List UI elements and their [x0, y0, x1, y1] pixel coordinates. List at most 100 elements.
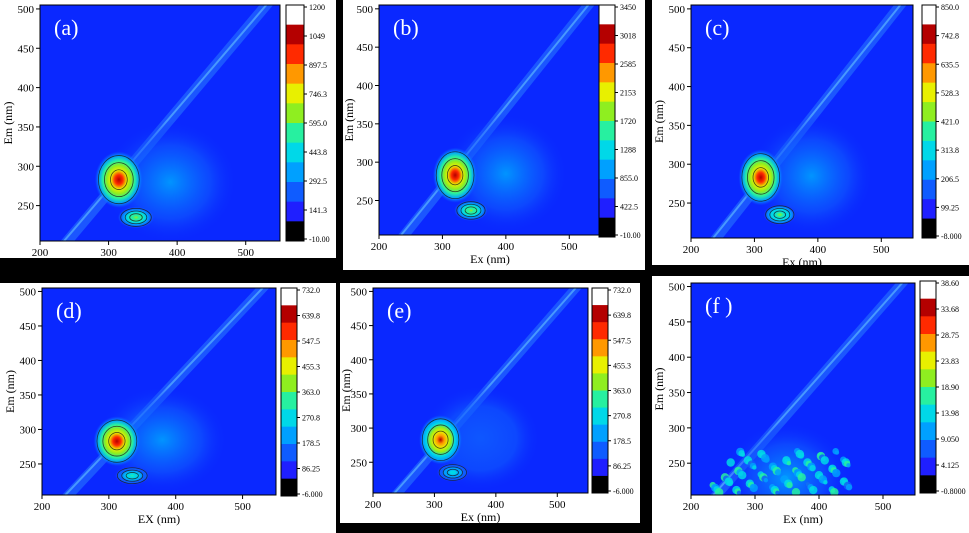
y-tick-label: 250: [20, 459, 37, 471]
y-tick-label: 250: [18, 201, 35, 213]
fluorescence-peak: [763, 204, 797, 226]
colorbar-segment: [922, 218, 936, 239]
noise-point: [763, 477, 769, 483]
colorbar-tick-label: 2585: [620, 60, 636, 69]
fluorescence-peak: [93, 416, 141, 467]
colorbar-segment: [920, 457, 936, 476]
colorbar-segment: [281, 426, 297, 445]
colorbar-segment: [920, 387, 936, 406]
noise-point: [797, 452, 805, 459]
colorbar-segment: [920, 351, 936, 370]
colorbar-segment: [281, 392, 297, 410]
colorbar-tick-label: 1720: [620, 117, 636, 126]
colorbar-segment: [281, 374, 297, 393]
colorbar-tick-label: 292.5: [309, 177, 327, 186]
x-axis-label: EX (nm): [138, 512, 180, 526]
y-tick-label: 300: [351, 423, 368, 435]
colorbar-tick-label: 1049: [309, 32, 325, 41]
colorbar-tick-label: -6.000: [613, 487, 634, 496]
colorbar-tick-label: 270.8: [613, 412, 631, 421]
noise-point: [834, 450, 840, 455]
colorbar-segment: [922, 121, 936, 142]
x-tick-label: 400: [169, 247, 186, 258]
colorbar-segment: [599, 198, 615, 219]
x-tick-label: 500: [873, 244, 890, 256]
colorbar-segment: [599, 159, 615, 180]
colorbar-segment: [281, 288, 297, 306]
colorbar-tick-label: 99.25: [941, 203, 959, 212]
noise-point: [763, 456, 770, 463]
colorbar-segment: [286, 162, 304, 183]
colorbar-tick-label: -10.00: [309, 235, 330, 244]
fluorescence-peak: [454, 200, 488, 221]
panel-label: (f ): [705, 293, 732, 318]
x-tick-label: 200: [683, 501, 700, 513]
y-tick-label: 450: [18, 43, 35, 55]
colorbar-segment: [286, 64, 304, 85]
colorbar-tick-label: 443.8: [309, 148, 327, 157]
colorbar-segment: [592, 424, 608, 443]
colorbar-tick-label: 2153: [620, 89, 636, 98]
colorbar-segment: [920, 404, 936, 423]
colorbar-segment: [286, 221, 304, 242]
colorbar-segment: [592, 390, 608, 409]
x-tick-label: 300: [747, 501, 764, 513]
contour-line: [108, 432, 126, 451]
fluorescence-peak: [94, 151, 143, 208]
colorbar-tick-label: 421.0: [941, 118, 959, 127]
x-tick-label: 300: [746, 244, 763, 256]
x-tick-label: 500: [234, 501, 251, 513]
colorbar-tick-label: 639.8: [302, 312, 320, 321]
colorbar-segment: [920, 422, 936, 441]
colorbar-tick-label: 9.050: [941, 435, 959, 444]
colorbar-segment: [286, 44, 304, 65]
noise-point: [820, 456, 829, 465]
colorbar-tick-label: 178.5: [613, 437, 631, 446]
colorbar-tick-label: 855.0: [620, 174, 638, 183]
contour-line: [435, 151, 475, 200]
colorbar-tick-label: 547.5: [613, 336, 631, 345]
y-axis-label: Em (nm): [3, 370, 17, 413]
colorbar-segment: [592, 356, 608, 374]
y-tick-label: 450: [669, 317, 686, 329]
colorbar-segment: [286, 103, 304, 124]
colorbar-segment: [922, 82, 936, 103]
colorbar-tick-label: 547.5: [302, 337, 320, 346]
noise-point: [791, 487, 801, 495]
colorbar-segment: [281, 340, 297, 358]
colorbar-segment: [286, 142, 304, 163]
colorbar-segment: [286, 201, 304, 222]
noise-point: [752, 465, 757, 470]
colorbar-tick-label: 732.0: [613, 286, 631, 295]
contour-line: [124, 210, 148, 225]
contour-line: [102, 425, 132, 457]
y-tick-label: 250: [669, 198, 686, 210]
colorbar-tick-label: 363.0: [302, 388, 320, 397]
colorbar-tick-label: 455.3: [613, 361, 631, 370]
noise-point: [774, 469, 782, 476]
y-axis-label: Em (nm): [1, 102, 15, 145]
y-tick-label: 500: [18, 4, 35, 16]
contour-line: [96, 419, 138, 463]
noise-point: [809, 464, 816, 472]
contour-line: [460, 203, 482, 218]
colorbar-segment: [922, 43, 936, 64]
x-tick-label: 300: [100, 247, 117, 258]
colorbar-segment: [592, 407, 608, 426]
fluorescence-peak: [419, 415, 463, 465]
colorbar-tick-label: -8.000: [941, 232, 962, 241]
x-tick-label: 300: [434, 241, 451, 253]
panel-c: 200 300 400 500 250 300 350 400 450 500 Ex (nm) Em …: [652, 0, 969, 265]
colorbar-tick-label: -10.00: [620, 231, 641, 240]
contour-line: [125, 472, 139, 480]
contour-line: [752, 167, 769, 188]
colorbar-segment: [920, 369, 936, 388]
contour-line: [129, 213, 143, 222]
noise-point: [714, 487, 724, 495]
colorbar-tick-label: 313.8: [941, 146, 959, 155]
colorbar-tick-label: 422.5: [620, 203, 638, 212]
colorbar-segment: [286, 5, 304, 26]
